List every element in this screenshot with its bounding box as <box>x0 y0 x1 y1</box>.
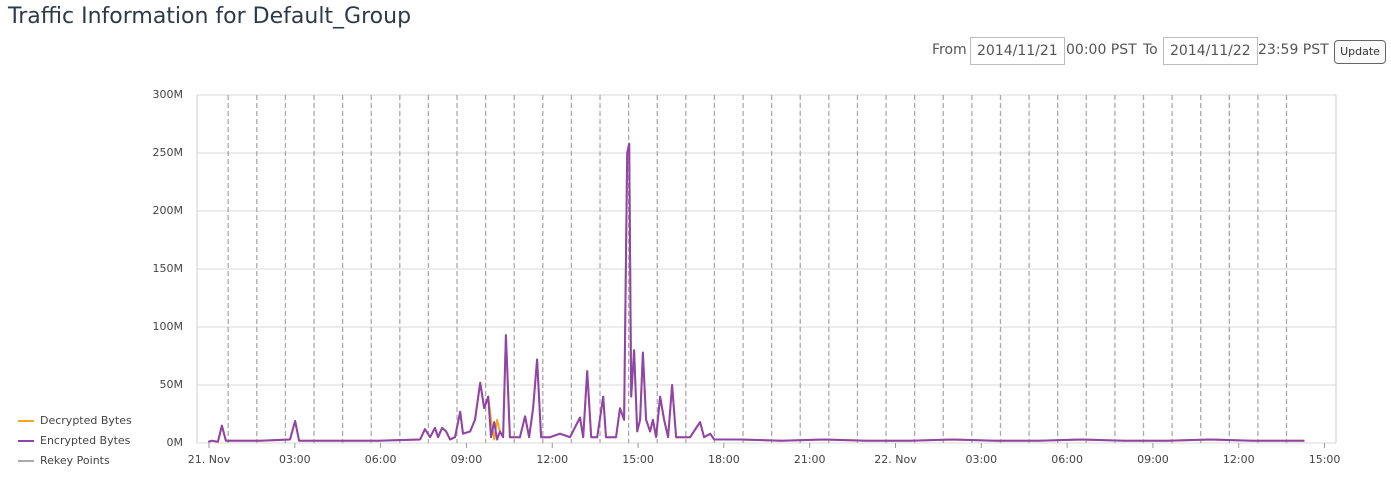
y-tick-label: 250M <box>153 146 184 159</box>
x-tick-label: 15:00 <box>1309 453 1341 466</box>
y-tick-label: 100M <box>153 320 184 333</box>
x-tick-label: 06:00 <box>365 453 397 466</box>
y-tick-label: 300M <box>153 88 184 101</box>
to-time: 23:59 PST <box>1258 42 1329 58</box>
to-date[interactable]: 2014/11/22 <box>1163 37 1258 65</box>
legend-label: Decrypted Bytes <box>40 414 132 427</box>
x-tick-label: 06:00 <box>1051 453 1083 466</box>
series-line <box>207 142 1305 443</box>
x-tick-label: 21:00 <box>794 453 826 466</box>
x-tick-label: 12:00 <box>536 453 568 466</box>
legend-label: Encrypted Bytes <box>40 434 131 447</box>
x-tick-label: 21. Nov <box>188 453 231 466</box>
legend-label: Rekey Points <box>40 454 110 467</box>
x-tick-label: 09:00 <box>451 453 483 466</box>
x-tick-label: 18:00 <box>708 453 740 466</box>
y-tick-label: 200M <box>153 204 184 217</box>
x-tick-label: 15:00 <box>622 453 654 466</box>
from-time: 00:00 PST <box>1066 42 1137 58</box>
series-line <box>207 142 1305 443</box>
x-tick-label: 12:00 <box>1223 453 1255 466</box>
to-label: To <box>1143 42 1158 58</box>
y-tick-label: 150M <box>153 262 184 275</box>
y-tick-label: 0M <box>167 436 184 449</box>
from-label: From <box>932 42 967 58</box>
y-tick-label: 50M <box>160 378 184 391</box>
update-button[interactable]: Update <box>1334 40 1386 64</box>
x-tick-label: 03:00 <box>279 453 311 466</box>
from-date[interactable]: 2014/11/21 <box>970 37 1065 65</box>
x-tick-label: 09:00 <box>1137 453 1169 466</box>
page-title: Traffic Information for Default_Group <box>8 4 412 29</box>
x-tick-label: 03:00 <box>965 453 997 466</box>
x-tick-label: 22. Nov <box>874 453 917 466</box>
